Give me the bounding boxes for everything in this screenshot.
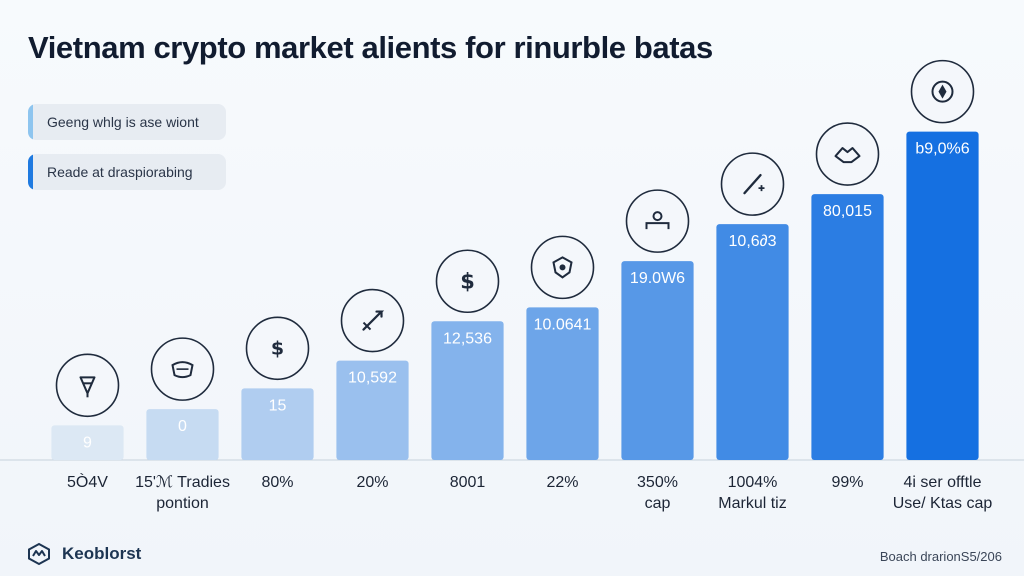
category-label-6: 22%	[546, 474, 578, 491]
category-label-9: 99%	[831, 474, 863, 491]
bar-value-label-3: 15	[269, 397, 287, 414]
bar-value-label-7: 19.0W6	[630, 270, 685, 287]
legend-swatch-1	[28, 104, 33, 140]
dollar-coin-icon: $	[245, 316, 310, 381]
dollar-sign-icon: $	[435, 249, 500, 314]
bar-value-label-5: 12,536	[443, 330, 492, 347]
bar-10[interactable]	[906, 131, 979, 460]
category-label-3: 80%	[261, 474, 293, 491]
legend-item-2[interactable]: Reade at draspiorabing	[28, 154, 226, 190]
bar-value-label-6: 10.0641	[534, 316, 592, 333]
bar-8[interactable]	[716, 224, 789, 460]
bar-value-label-10: b9,0%6	[915, 141, 969, 158]
legend-item-1[interactable]: Geeng whlg is ase wiont	[28, 104, 226, 140]
bar-3[interactable]	[241, 388, 314, 460]
svg-text:$: $	[271, 337, 284, 359]
category-label-10: 4i ser offtle Use/ Ktas cap	[893, 474, 993, 512]
category-label-4: 20%	[356, 474, 388, 491]
arrow-chart-icon	[340, 288, 405, 353]
bar-7[interactable]	[621, 261, 694, 460]
mask-icon	[150, 337, 215, 401]
category-label-7: 350% cap	[637, 474, 678, 512]
brand-logo-icon	[28, 542, 50, 566]
bar-5[interactable]	[431, 321, 504, 460]
handshake-icon	[815, 122, 880, 186]
legend-swatch-2	[28, 154, 33, 190]
pen-plus-icon	[720, 152, 785, 216]
compass-icon	[910, 59, 975, 124]
bar-value-label-9: 80,015	[823, 203, 872, 220]
category-label-2: 15'ℳ Tradies pontion	[135, 474, 230, 512]
category-label-1: 5Ò4V	[67, 472, 108, 491]
bar-value-label-1: 9	[83, 434, 92, 451]
shield-icon	[530, 235, 595, 300]
legend-label-1: Geeng whlg is ase wiont	[47, 114, 199, 130]
crypto-coin-icon	[55, 353, 120, 418]
user-desk-icon	[625, 189, 690, 253]
bar-value-label-8: 10,6∂3	[729, 233, 777, 250]
bar-value-label-2: 0	[178, 418, 187, 435]
legend-label-2: Reade at draspiorabing	[47, 164, 193, 180]
category-label-8: 1004% Markul tiz	[718, 474, 786, 512]
category-label-5: 8001	[450, 474, 486, 491]
bar-9[interactable]	[811, 194, 884, 460]
bar-4[interactable]	[336, 360, 409, 460]
svg-text:$: $	[460, 269, 475, 293]
footer-brand-name: Keoblorst	[62, 544, 142, 563]
footer-note: Boach drarionS5/206	[879, 549, 1002, 564]
bar-value-label-4: 10,592	[348, 370, 397, 387]
bar-2[interactable]	[146, 409, 219, 460]
footer-brand: Keoblorst	[26, 542, 141, 566]
bar-1[interactable]	[51, 425, 124, 460]
bar-6[interactable]	[526, 307, 599, 460]
chart-title: Vietnam crypto market alients for rinurb…	[28, 30, 713, 65]
